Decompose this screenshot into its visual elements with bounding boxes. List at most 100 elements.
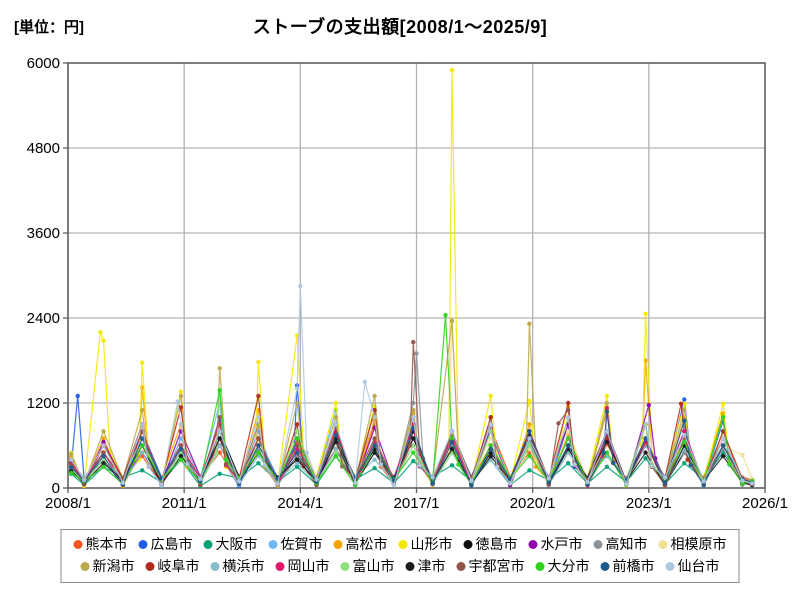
- legend-item: 山形市: [398, 536, 453, 553]
- data-point: [649, 463, 655, 469]
- data-point: [449, 318, 455, 323]
- legend-item: 津市: [405, 558, 446, 575]
- data-point: [411, 443, 416, 448]
- legend-item: 宇都宮市: [456, 558, 525, 575]
- data-point: [372, 443, 377, 448]
- data-point: [294, 422, 300, 427]
- data-point: [217, 471, 222, 476]
- data-point: [217, 366, 222, 371]
- data-point: [556, 421, 561, 426]
- data-point: [140, 443, 145, 448]
- data-point: [175, 399, 180, 404]
- data-point: [294, 443, 300, 448]
- data-point: [81, 477, 87, 483]
- data-point: [333, 422, 338, 427]
- data-point: [604, 393, 610, 399]
- data-point: [449, 429, 455, 434]
- legend-label: 仙台市: [677, 558, 720, 574]
- legend-marker-icon: [73, 540, 83, 549]
- data-point: [333, 439, 338, 445]
- data-point: [294, 400, 300, 406]
- data-point: [333, 415, 338, 420]
- data-point: [604, 450, 610, 455]
- data-point: [101, 436, 106, 441]
- legend-label: 熊本市: [85, 536, 128, 552]
- data-point: [566, 461, 571, 466]
- data-point: [256, 436, 261, 441]
- data-point: [256, 450, 261, 455]
- data-point: [604, 400, 610, 406]
- data-point: [178, 393, 184, 399]
- data-point: [140, 468, 145, 473]
- x-tick-label: 2011/1: [162, 495, 207, 512]
- legend-marker-icon: [463, 540, 473, 549]
- data-point: [214, 451, 219, 457]
- data-point: [601, 450, 606, 455]
- data-point: [178, 436, 184, 441]
- data-point: [101, 461, 106, 466]
- data-point: [178, 422, 184, 427]
- data-point: [546, 480, 551, 485]
- data-point: [333, 453, 338, 459]
- data-point: [140, 407, 145, 413]
- data-point: [140, 422, 145, 427]
- data-point: [217, 443, 222, 448]
- data-point: [611, 461, 616, 466]
- data-point: [604, 464, 610, 469]
- data-point: [449, 436, 455, 441]
- legend-label: 横浜市: [222, 558, 265, 574]
- legend-item: 大分市: [535, 558, 590, 575]
- data-point: [411, 450, 416, 455]
- data-point: [372, 415, 377, 420]
- legend-label: 水戸市: [540, 536, 583, 552]
- data-point: [217, 450, 222, 455]
- data-point: [643, 436, 648, 441]
- data-point: [469, 483, 474, 488]
- data-point: [443, 313, 448, 318]
- data-point: [178, 389, 184, 394]
- data-point: [604, 405, 610, 411]
- data-point: [140, 360, 145, 365]
- data-point: [101, 464, 106, 469]
- data-point: [643, 311, 648, 316]
- data-point: [572, 462, 577, 467]
- legend-marker-icon: [145, 562, 155, 571]
- data-point: [372, 450, 377, 455]
- legend-marker-icon: [203, 540, 213, 549]
- data-point: [546, 476, 551, 481]
- data-point: [391, 483, 397, 488]
- legend-label: 大阪市: [215, 536, 258, 552]
- data-point: [688, 462, 693, 468]
- data-point: [304, 450, 309, 455]
- data-point: [217, 415, 222, 420]
- legend-marker-icon: [333, 540, 343, 549]
- data-point: [333, 432, 338, 438]
- y-tick-label: 6000: [27, 55, 60, 72]
- x-tick-label: 2017/1: [394, 495, 440, 512]
- data-point: [740, 452, 745, 458]
- data-point: [682, 407, 687, 413]
- data-point: [469, 478, 474, 484]
- data-point: [604, 409, 610, 414]
- data-point: [488, 446, 493, 452]
- data-point: [372, 457, 377, 462]
- data-point: [333, 450, 338, 455]
- data-point: [294, 461, 300, 466]
- legend-item: 横浜市: [210, 558, 265, 575]
- legend-label: 宇都宮市: [468, 558, 525, 574]
- legend-label: 新潟市: [92, 558, 135, 574]
- data-point: [372, 436, 377, 441]
- legend-marker-icon: [210, 562, 220, 571]
- legend-label: 大分市: [547, 558, 590, 574]
- data-point: [69, 470, 74, 476]
- legend-marker-icon: [275, 562, 285, 571]
- legend-item: 熊本市: [73, 536, 128, 553]
- data-point: [566, 436, 571, 441]
- chart-title: ストーブの支出額[2008/1～2025/9]: [252, 17, 548, 37]
- data-point: [662, 480, 668, 486]
- data-point: [720, 429, 726, 434]
- data-point: [294, 386, 300, 391]
- data-point: [256, 393, 261, 399]
- data-point: [685, 457, 690, 462]
